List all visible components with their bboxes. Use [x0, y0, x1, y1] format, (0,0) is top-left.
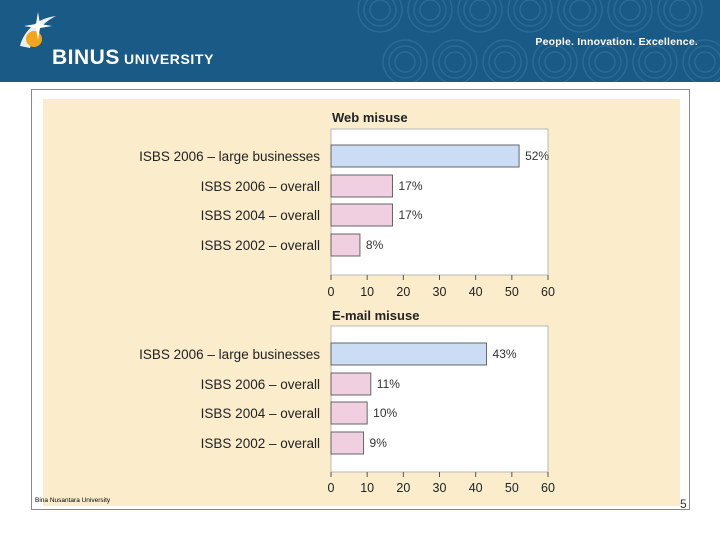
value-label: 10%: [373, 406, 397, 420]
bar: [330, 372, 372, 396]
x-tick-label: 50: [505, 285, 519, 299]
bar: [330, 174, 393, 198]
value-label: 11%: [377, 377, 400, 391]
value-label: 17%: [398, 208, 422, 222]
footer-university: Bina Nusantara University: [35, 497, 111, 504]
wave-pattern: [357, 0, 720, 82]
value-label: 52%: [525, 149, 549, 163]
value-label: 17%: [398, 179, 422, 193]
x-tick-label: 30: [433, 481, 447, 495]
header-banner: BINUS UNIVERSITY People. Innovation. Exc…: [0, 0, 720, 82]
category-label: ISBS 2002 – overall: [201, 436, 320, 451]
x-tick-label: 60: [541, 481, 555, 495]
x-tick-label: 40: [469, 285, 483, 299]
category-label: ISBS 2006 – large businesses: [139, 347, 320, 362]
category-label: ISBS 2004 – overall: [201, 406, 320, 421]
x-tick-label: 10: [360, 481, 374, 495]
value-label: 43%: [493, 347, 517, 361]
category-label: ISBS 2006 – large businesses: [139, 149, 320, 164]
chart-title: Web misuse: [332, 110, 408, 125]
slide-frame: [31, 89, 690, 510]
brand-suffix: UNIVERSITY: [124, 51, 215, 67]
value-label: 8%: [366, 238, 384, 252]
x-tick-label: 0: [328, 285, 335, 299]
category-label: ISBS 2006 – overall: [201, 377, 320, 392]
bar: [330, 233, 361, 257]
category-label: ISBS 2002 – overall: [201, 238, 320, 253]
tagline: People. Innovation. Excellence.: [535, 36, 698, 48]
x-tick-label: 0: [328, 481, 335, 495]
chart-title: E-mail misuse: [332, 308, 419, 323]
category-label: ISBS 2004 – overall: [201, 208, 320, 223]
bar: [330, 144, 520, 168]
brand-name: BINUS: [52, 46, 120, 69]
category-label: ISBS 2006 – overall: [201, 179, 320, 194]
binus-swoosh-icon: [20, 12, 56, 48]
bar: [330, 203, 393, 227]
page-number: 5: [680, 497, 687, 511]
x-tick-label: 10: [360, 285, 374, 299]
x-tick-label: 50: [505, 481, 519, 495]
bar: [330, 342, 488, 366]
x-tick-label: 60: [541, 285, 555, 299]
x-tick-label: 20: [396, 481, 410, 495]
x-tick-label: 30: [433, 285, 447, 299]
bar: [330, 401, 368, 425]
bar: [330, 431, 365, 455]
x-tick-label: 40: [469, 481, 483, 495]
x-tick-label: 20: [396, 285, 410, 299]
value-label: 9%: [370, 436, 388, 450]
